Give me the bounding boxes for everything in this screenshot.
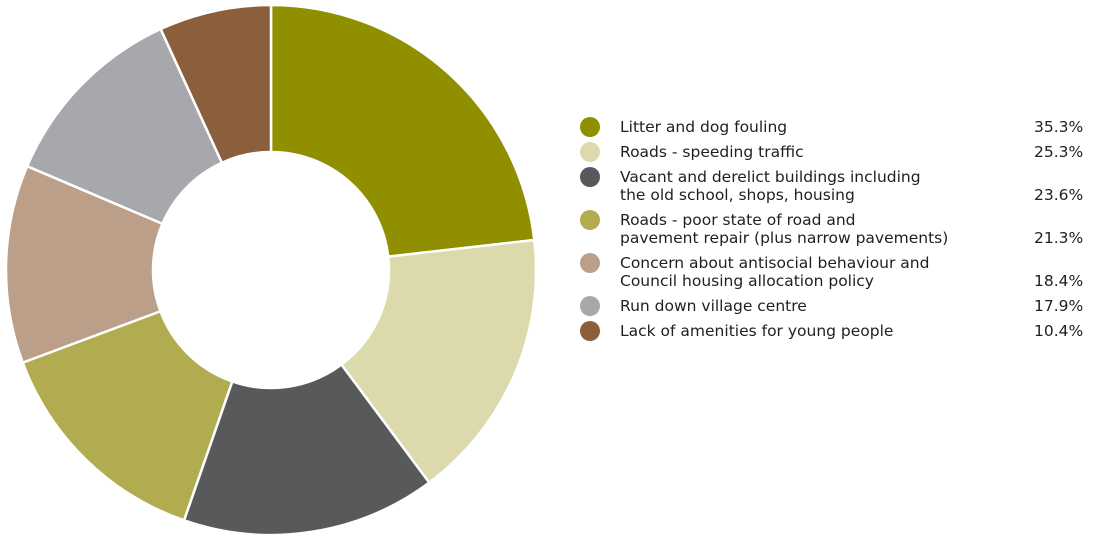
legend-swatch	[580, 210, 600, 230]
legend-item-7: Lack of amenities for young people 10.4%	[578, 321, 1120, 341]
legend-item-4: Roads - poor state of road and pavement …	[578, 210, 1120, 247]
legend-value: 18.4%	[1034, 272, 1084, 290]
donut-slice-4	[21, 309, 234, 522]
donut-slice-5	[4, 164, 164, 364]
legend-value: 25.3%	[1034, 143, 1084, 161]
donut-slice-3	[182, 363, 431, 535]
legend-item-6: Run down village centre 17.9%	[578, 296, 1120, 316]
legend-value: 23.6%	[1034, 186, 1084, 204]
legend-label: Run down village centre	[620, 297, 807, 315]
legend-swatch	[580, 296, 600, 316]
legend-swatch	[580, 167, 600, 187]
legend-value: 17.9%	[1034, 297, 1084, 315]
legend-swatch	[580, 117, 600, 137]
legend-label: Roads - speeding traffic	[620, 143, 804, 161]
donut-slice-7	[159, 3, 273, 164]
legend-value: 21.3%	[1034, 229, 1084, 247]
legend-label: Lack of amenities for young people	[620, 322, 894, 340]
legend-value: 35.3%	[1034, 118, 1084, 136]
legend-item-2: Roads - speeding traffic 25.3%	[578, 142, 1120, 162]
legend-swatch	[580, 142, 600, 162]
legend-swatch	[580, 253, 600, 273]
legend-label: Concern about antisocial behaviour and C…	[620, 254, 930, 290]
legend-swatch	[580, 321, 600, 341]
donut-chart	[4, 3, 538, 535]
donut-slice-6	[25, 27, 224, 226]
legend-item-3: Vacant and derelict buildings including …	[578, 167, 1120, 204]
legend-label: Litter and dog fouling	[620, 118, 788, 136]
legend-item-5: Concern about antisocial behaviour and C…	[578, 253, 1120, 290]
legend: Litter and dog fouling 35.3% Roads - speed…	[578, 0, 1120, 535]
legend-label: Vacant and derelict buildings including …	[620, 168, 921, 204]
donut-slice-2	[340, 238, 538, 484]
legend-label: Roads - poor state of road and pavement …	[620, 211, 949, 247]
legend-item-1: Litter and dog fouling 35.3%	[578, 117, 1120, 137]
donut-slice-1	[269, 3, 536, 258]
legend-value: 10.4%	[1034, 322, 1084, 340]
